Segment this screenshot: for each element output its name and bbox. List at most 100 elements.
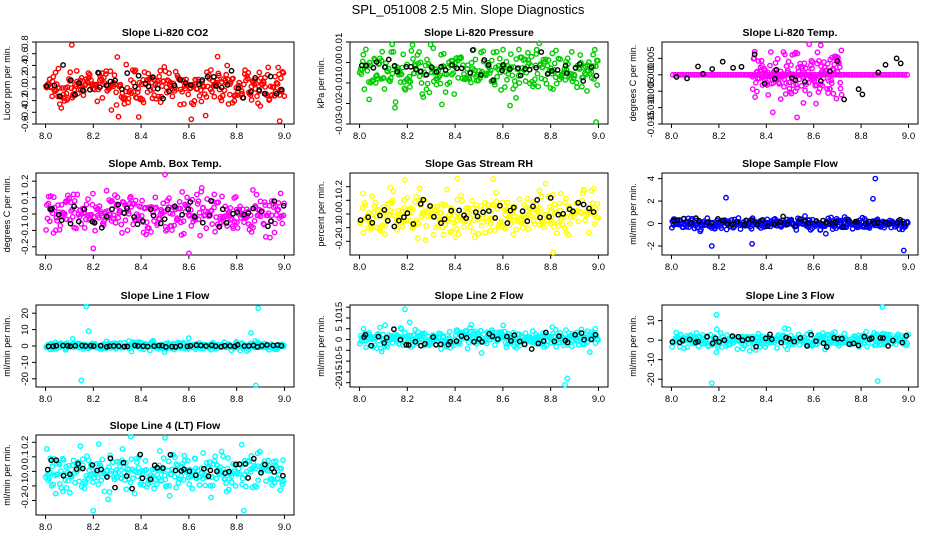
data-point <box>551 60 558 67</box>
data-point <box>197 87 204 94</box>
x-tick-label: 8.4 <box>760 394 773 405</box>
data-point <box>398 325 405 332</box>
data-point <box>749 335 755 342</box>
data-point <box>184 194 191 201</box>
data-point <box>464 345 471 352</box>
data-point <box>519 224 526 231</box>
data-point <box>769 109 776 116</box>
data-point <box>184 457 191 464</box>
data-point <box>535 340 542 347</box>
data-point <box>109 197 115 204</box>
data-point <box>790 82 797 89</box>
data-point <box>51 82 58 89</box>
x-tick-label: 8.6 <box>807 262 820 273</box>
data-point <box>98 466 105 473</box>
data-point <box>271 469 278 475</box>
data-point <box>124 70 131 77</box>
data-point <box>712 71 718 78</box>
y-axis-label: Licor ppm per min. <box>2 46 12 121</box>
x-tick-label: 9.0 <box>592 131 605 142</box>
data-point <box>373 72 380 79</box>
data-point <box>160 95 167 102</box>
data-point <box>232 193 239 200</box>
data-point <box>252 382 259 389</box>
data-point <box>207 67 214 73</box>
data-point <box>781 51 788 58</box>
panel-title: Slope Line 2 Flow <box>435 290 525 302</box>
data-point <box>168 227 175 234</box>
data-point <box>721 337 728 344</box>
data-point <box>516 80 523 86</box>
data-point <box>835 71 842 78</box>
data-point <box>717 71 724 78</box>
data-point <box>415 220 422 227</box>
data-point <box>103 71 109 77</box>
data-point <box>723 194 729 201</box>
data-point <box>196 209 203 216</box>
data-point <box>192 472 199 479</box>
data-point <box>430 45 437 52</box>
data-point <box>179 88 186 95</box>
data-point <box>437 341 444 348</box>
x-tick-label: 8.2 <box>401 131 414 142</box>
data-point <box>135 72 142 79</box>
data-point <box>511 332 518 339</box>
data-point <box>419 91 426 98</box>
data-point <box>261 199 268 206</box>
data-point <box>203 343 210 349</box>
data-point <box>515 65 521 72</box>
data-point <box>280 477 287 484</box>
data-point <box>166 70 172 77</box>
data-point <box>451 212 458 219</box>
data-point <box>849 71 855 78</box>
data-point <box>99 456 106 463</box>
x-tick-label: 8.6 <box>182 131 195 142</box>
data-point <box>872 175 879 182</box>
data-point <box>412 198 418 205</box>
data-point <box>225 455 232 461</box>
data-point <box>244 75 251 82</box>
data-point <box>727 71 734 78</box>
y-tick-label: -0.015 <box>646 111 657 138</box>
data-point <box>250 455 257 462</box>
data-point <box>406 319 413 326</box>
data-point <box>468 59 475 66</box>
data-point <box>200 450 207 456</box>
y-tick-label: 0 <box>646 221 657 226</box>
data-point <box>152 194 159 201</box>
data-point <box>47 193 54 200</box>
data-point <box>78 377 85 384</box>
data-point <box>115 113 122 120</box>
data-point <box>458 192 464 199</box>
data-point <box>837 79 844 86</box>
data-point <box>767 62 773 69</box>
data-point <box>555 220 561 227</box>
x-tick-label: 8.6 <box>496 131 509 142</box>
data-point <box>427 41 434 48</box>
data-point <box>400 214 407 221</box>
data-point <box>384 68 391 75</box>
data-point <box>487 221 494 227</box>
data-point <box>556 333 562 340</box>
data-point <box>50 481 57 488</box>
data-point <box>874 216 881 223</box>
data-point <box>556 339 563 346</box>
data-point <box>65 477 72 484</box>
x-tick-label: 8.4 <box>760 262 773 273</box>
data-point <box>453 338 460 344</box>
data-point <box>875 69 882 76</box>
data-point <box>73 468 80 475</box>
data-point <box>427 203 433 209</box>
data-point <box>261 458 268 464</box>
data-point <box>845 216 851 223</box>
data-point <box>511 78 518 85</box>
data-point <box>87 342 94 349</box>
data-point <box>755 58 762 64</box>
data-point <box>475 230 482 237</box>
y-tick-label: -2 <box>646 242 657 250</box>
data-point <box>135 343 141 349</box>
y-tick-label: 0.2 <box>20 436 31 449</box>
data-point <box>365 214 372 221</box>
data-point <box>160 200 167 207</box>
data-point <box>375 333 382 340</box>
